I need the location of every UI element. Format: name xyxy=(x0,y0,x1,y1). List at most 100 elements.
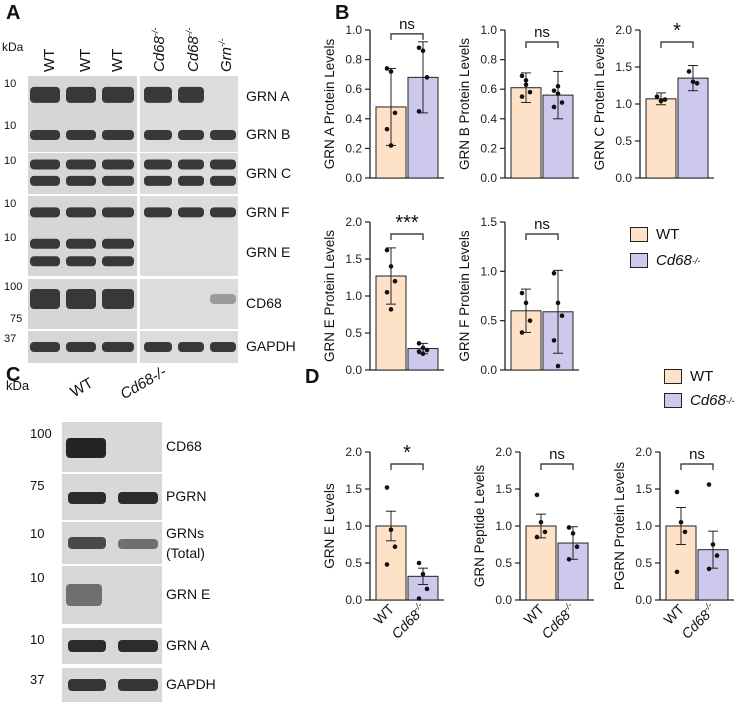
chart-1: 0.0 0.2 0.4 0.6 0.8 1.0 GRN B Protein Levels ns xyxy=(457,23,579,185)
blot-band xyxy=(102,238,134,249)
blot-band xyxy=(178,130,204,140)
y-axis-label: GRN E Levels xyxy=(322,483,337,569)
blot-strip-a-3 xyxy=(28,196,238,230)
y-tick-label: 0.0 xyxy=(480,171,497,185)
y-tick-label: 0.0 xyxy=(345,363,362,377)
blot-strip-c-4 xyxy=(62,628,162,664)
data-point xyxy=(420,345,426,351)
y-tick-label: 0.0 xyxy=(495,593,512,607)
y-tick-label: 0.6 xyxy=(480,82,497,96)
y-tick-label: 0.0 xyxy=(345,593,362,607)
y-tick-label: 0.4 xyxy=(480,112,497,126)
legend-wt: WT xyxy=(630,226,679,243)
data-point xyxy=(654,94,660,99)
kda-marker-a-5: 100 xyxy=(4,281,23,293)
bar-Cd68-/- xyxy=(697,549,729,601)
data-point xyxy=(424,75,430,80)
data-point xyxy=(570,531,576,536)
data-point xyxy=(416,596,422,601)
blot-band xyxy=(210,159,236,170)
blot-band xyxy=(66,342,96,352)
data-point xyxy=(674,489,680,495)
bar-Cd68-/- xyxy=(677,77,709,179)
blot-band xyxy=(144,159,172,170)
blot-label-a-3: GRN F xyxy=(246,204,290,220)
y-tick-label: 1.0 xyxy=(615,97,632,111)
y-tick-label: 0.6 xyxy=(345,82,362,96)
blot-strip-a-6 xyxy=(28,331,238,363)
blot-label-c-2: GRNs xyxy=(166,525,205,541)
y-tick-label: 1.0 xyxy=(480,264,497,278)
blot-band xyxy=(66,238,96,249)
blot-strip-a-0 xyxy=(28,76,238,118)
bar-WT xyxy=(645,98,677,179)
blot-label-a-0: GRN A xyxy=(246,88,290,104)
sig-bracket xyxy=(525,233,559,240)
data-point xyxy=(574,544,580,550)
data-point xyxy=(388,307,394,312)
blot-label-a-2: GRN C xyxy=(246,164,292,181)
data-point xyxy=(424,586,430,592)
sig-label: ns xyxy=(534,24,550,41)
y-tick-label: 1.5 xyxy=(345,252,362,266)
data-point xyxy=(710,542,716,547)
sig-bracket xyxy=(525,41,559,48)
y-tick-label: 0.5 xyxy=(345,556,362,570)
blot-band xyxy=(144,175,172,186)
blot-strip-c-5 xyxy=(62,668,162,702)
blot-label-c-4: GRN A xyxy=(166,637,210,653)
kda-marker-a-1: 10 xyxy=(4,120,17,132)
data-point xyxy=(416,341,422,346)
kda-marker-c-0: 100 xyxy=(30,426,52,441)
sig-label: ns xyxy=(399,16,415,33)
data-point xyxy=(384,247,390,253)
chart-7: 0.0 0.5 1.0 1.5 2.0 PGRN Protein Levels ns WTCd… xyxy=(612,445,734,642)
blot-band xyxy=(210,294,236,304)
data-point xyxy=(416,349,422,354)
blot-band xyxy=(30,238,60,249)
y-axis-label: GRN B Protein Levels xyxy=(457,38,472,170)
data-point xyxy=(706,482,712,487)
y-tick-label: 0.5 xyxy=(495,556,512,570)
x-tick-label: WT xyxy=(520,600,547,627)
kda-header-a: kDa xyxy=(2,40,24,54)
blot-band xyxy=(68,640,106,652)
data-point xyxy=(519,330,525,335)
y-tick-label: 2.0 xyxy=(345,445,362,459)
kda-marker-a-2: 10 xyxy=(4,155,17,167)
chart-6: 0.0 0.5 1.0 1.5 2.0 GRN Peptide Levels ns WTCd6… xyxy=(472,445,594,642)
kda-marker-a-3: 10 xyxy=(4,198,17,210)
data-point xyxy=(384,126,390,132)
data-point xyxy=(714,553,720,558)
blot-strip-c-0 xyxy=(62,422,162,472)
data-point xyxy=(566,525,572,530)
chart-2: 0.0 0.5 1.0 1.5 2.0 GRN C Protein Levels * xyxy=(592,20,714,185)
data-point xyxy=(388,264,394,269)
data-point xyxy=(392,544,398,550)
data-point xyxy=(678,520,684,525)
y-axis-label: GRN Peptide Levels xyxy=(472,465,487,588)
x-tick-sup: -/- xyxy=(701,600,714,613)
y-tick-label: 0.2 xyxy=(345,141,362,155)
chart-4: 0.0 0.5 1.0 1.5 GRN F Protein Levels ns xyxy=(457,215,579,377)
sig-bracket xyxy=(660,41,694,48)
data-point xyxy=(658,98,664,104)
blot-band xyxy=(102,207,134,218)
x-tick-sup: -/- xyxy=(411,600,424,613)
data-point xyxy=(384,290,390,295)
blot-band xyxy=(178,342,204,352)
legend-label-cd68-d-sup: -/- xyxy=(725,395,735,406)
data-point xyxy=(392,278,398,284)
data-point xyxy=(416,560,422,566)
y-axis-label: PGRN Protein Levels xyxy=(612,462,627,591)
y-tick-label: 0.8 xyxy=(345,53,362,67)
blot-band xyxy=(66,159,96,170)
legend-label-cd68-sup: -/- xyxy=(691,255,701,266)
y-tick-label: 1.0 xyxy=(345,519,362,533)
data-point xyxy=(534,534,540,540)
kda-marker-c-2: 10 xyxy=(30,526,45,541)
data-point xyxy=(555,83,561,89)
data-point xyxy=(527,89,533,95)
blot-band xyxy=(144,342,172,352)
